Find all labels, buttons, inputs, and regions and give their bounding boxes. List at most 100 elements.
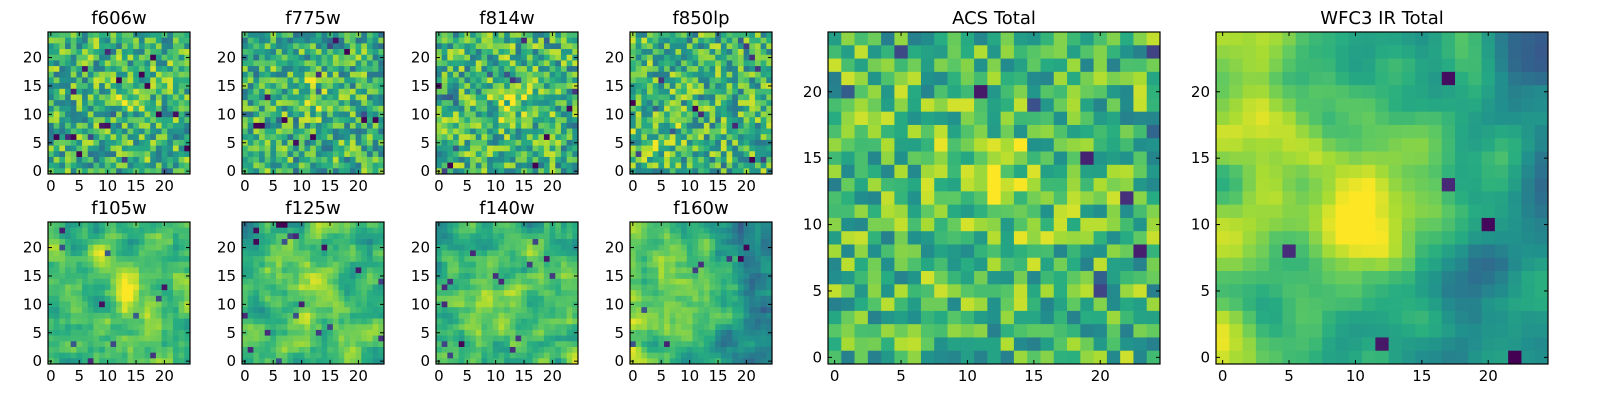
heatmap-cell bbox=[287, 156, 294, 164]
heatmap-cell bbox=[504, 222, 511, 229]
heatmap-cell bbox=[355, 94, 362, 101]
heatmap-cell bbox=[475, 37, 482, 44]
heatmap-cell bbox=[167, 352, 174, 359]
heatmap-cell bbox=[635, 117, 642, 124]
heatmap-cell bbox=[178, 335, 185, 342]
heatmap-cell bbox=[355, 151, 362, 158]
heatmap-cell bbox=[458, 290, 465, 297]
heatmap-cell bbox=[703, 77, 710, 84]
heatmap-cell bbox=[560, 71, 568, 78]
heatmap-cell bbox=[675, 43, 682, 50]
heatmap-cell bbox=[59, 290, 66, 297]
heatmap-cell bbox=[87, 267, 94, 274]
heatmap-cell bbox=[76, 278, 83, 285]
heatmap-cell bbox=[59, 273, 66, 280]
heatmap-cell bbox=[327, 49, 334, 56]
heatmap-cell bbox=[259, 301, 266, 308]
heatmap-cell bbox=[172, 32, 180, 39]
heatmap-cell bbox=[515, 83, 522, 90]
heatmap-cell bbox=[441, 71, 448, 78]
heatmap-cell bbox=[82, 239, 89, 246]
heatmap-cell bbox=[664, 134, 671, 141]
heatmap-cell bbox=[560, 346, 568, 354]
heatmap-cell bbox=[447, 346, 454, 354]
heatmap-cell bbox=[104, 77, 111, 84]
heatmap-cell bbox=[298, 307, 305, 314]
heatmap-cell bbox=[144, 88, 151, 95]
heatmap-cell bbox=[127, 117, 134, 124]
heatmap-cell bbox=[110, 54, 117, 61]
heatmap-cell bbox=[635, 301, 642, 308]
heatmap-cell bbox=[361, 49, 368, 56]
heatmap-cell bbox=[538, 290, 545, 297]
heatmap-cell bbox=[453, 227, 460, 234]
heatmap-cell bbox=[743, 256, 750, 263]
heatmap-cell bbox=[155, 117, 162, 124]
heatmap-cell bbox=[270, 60, 277, 67]
heatmap-cell bbox=[82, 227, 89, 234]
heatmap-cell bbox=[167, 324, 174, 331]
heatmap-cell bbox=[76, 346, 83, 354]
heatmap-cell bbox=[82, 105, 89, 112]
heatmap-cell bbox=[116, 77, 123, 84]
heatmap-cell bbox=[344, 151, 351, 158]
heatmap-cell bbox=[464, 307, 471, 314]
heatmap-cell bbox=[681, 222, 688, 229]
heatmap-cell bbox=[760, 128, 767, 135]
heatmap-cell bbox=[743, 88, 750, 95]
heatmap-cell bbox=[515, 324, 522, 331]
heatmap-cell bbox=[464, 37, 471, 44]
heatmap-cell bbox=[560, 358, 568, 365]
heatmap-cell bbox=[630, 94, 637, 101]
heatmap-cell bbox=[692, 32, 699, 39]
heatmap-cell bbox=[48, 341, 55, 348]
heatmap-cell bbox=[76, 335, 83, 342]
heatmap-cell bbox=[327, 295, 334, 302]
heatmap-cell bbox=[355, 307, 362, 314]
heatmap-cell bbox=[344, 273, 351, 280]
heatmap-cell bbox=[543, 278, 550, 285]
heatmap-cell bbox=[293, 318, 300, 325]
heatmap-cell bbox=[447, 233, 454, 240]
heatmap-cell bbox=[372, 83, 379, 90]
heatmap-cell bbox=[361, 239, 368, 246]
heatmap-cell bbox=[754, 111, 762, 118]
heatmap-cell bbox=[87, 128, 94, 135]
heatmap-cell bbox=[144, 267, 151, 274]
heatmap-cell bbox=[635, 233, 642, 240]
heatmap-cell bbox=[144, 145, 151, 152]
heatmap-cell bbox=[475, 307, 482, 314]
panel-title: f125w bbox=[285, 198, 340, 219]
heatmap-cell bbox=[99, 100, 106, 107]
heatmap-cell bbox=[82, 54, 89, 61]
heatmap-cell bbox=[441, 122, 448, 129]
heatmap-cell bbox=[70, 66, 77, 73]
heatmap-cell bbox=[504, 329, 511, 336]
heatmap-cell bbox=[715, 66, 722, 73]
heatmap-cell bbox=[144, 329, 151, 336]
heatmap-cell bbox=[453, 83, 460, 90]
heatmap-cell bbox=[749, 122, 756, 129]
heatmap-cell bbox=[526, 122, 533, 129]
heatmap-cell bbox=[698, 244, 705, 251]
heatmap-cell bbox=[59, 295, 66, 302]
heatmap-cell bbox=[366, 88, 374, 95]
heatmap-cell bbox=[344, 256, 351, 263]
heatmap-cell bbox=[555, 139, 562, 146]
heatmap-cell bbox=[555, 227, 562, 234]
heatmap-cell bbox=[470, 295, 477, 302]
heatmap-cell bbox=[138, 295, 145, 302]
heatmap-cell bbox=[669, 100, 676, 107]
heatmap-cell bbox=[737, 43, 744, 50]
heatmap-cell bbox=[138, 88, 145, 95]
heatmap-cell bbox=[116, 83, 123, 90]
heatmap-cell bbox=[737, 301, 744, 308]
heatmap-cell bbox=[447, 352, 454, 359]
heatmap-cell bbox=[549, 151, 556, 158]
heatmap-cell bbox=[76, 244, 83, 251]
heatmap-cell bbox=[492, 256, 499, 263]
heatmap-cell bbox=[743, 117, 750, 124]
heatmap-cell bbox=[447, 301, 454, 308]
heatmap-cell bbox=[658, 54, 665, 61]
heatmap-cell bbox=[481, 139, 488, 146]
